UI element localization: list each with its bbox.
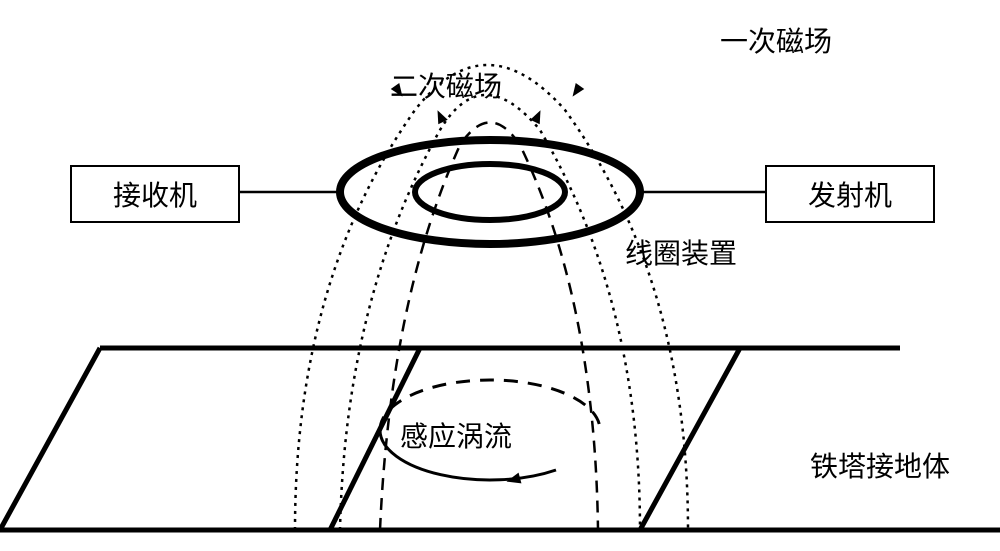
- coil-device-label: 线圈装置: [625, 232, 737, 272]
- primary-field-lines: [295, 65, 688, 530]
- secondary-field-lines: [380, 123, 598, 531]
- grounding-body-label: 铁塔接地体: [810, 445, 950, 485]
- transmitter-box: 发射机: [765, 165, 935, 223]
- secondary-field-label: 二次磁场: [390, 65, 502, 105]
- induced-eddy-label: 感应涡流: [400, 415, 512, 455]
- receiver-label: 接收机: [113, 174, 197, 214]
- primary-field-label: 一次磁场: [720, 20, 832, 60]
- receiver-box: 接收机: [70, 165, 240, 223]
- coil-device: [340, 140, 640, 244]
- transmitter-label: 发射机: [808, 174, 892, 214]
